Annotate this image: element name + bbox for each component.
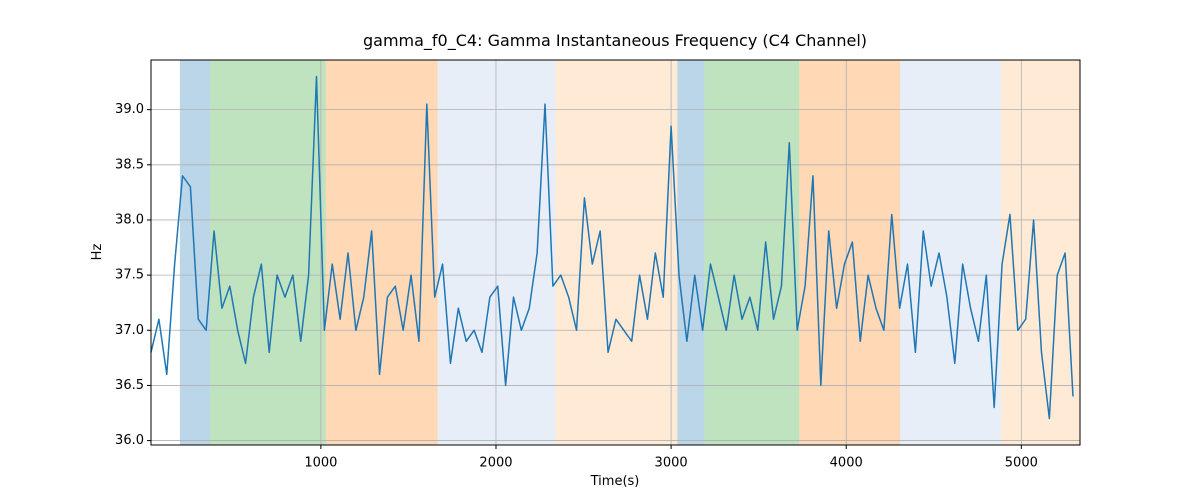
x-tick-label: 4000 [830,456,863,471]
shaded-span [799,60,901,445]
x-tick-label: 3000 [655,456,688,471]
shaded-span [1001,60,1080,445]
shaded-span [325,60,438,445]
y-tick-label: 37.0 [115,323,144,338]
chart-title: gamma_f0_C4: Gamma Instantaneous Frequen… [363,31,867,51]
y-tick-label: 36.5 [115,378,144,393]
shaded-span [704,60,800,445]
y-tick-label: 37.5 [115,268,144,283]
y-tick-label: 38.0 [115,212,144,227]
shaded-span [677,60,705,445]
x-tick-label: 5000 [1005,456,1038,471]
plot-frame [150,59,1081,446]
x-tick-label: 2000 [479,456,512,471]
shaded-span [210,60,326,445]
y-tick-label: 38.5 [115,157,144,172]
data-line [150,75,1074,420]
y-tick-label: 39.0 [115,102,144,117]
y-tick-label: 36.0 [115,433,144,448]
shaded-span [437,60,556,445]
x-axis-label: Time(s) [590,474,640,489]
shaded-span [900,60,1002,445]
x-tick-label: 1000 [304,456,337,471]
shaded-span [555,60,678,445]
y-axis-label: Hz [90,244,105,261]
